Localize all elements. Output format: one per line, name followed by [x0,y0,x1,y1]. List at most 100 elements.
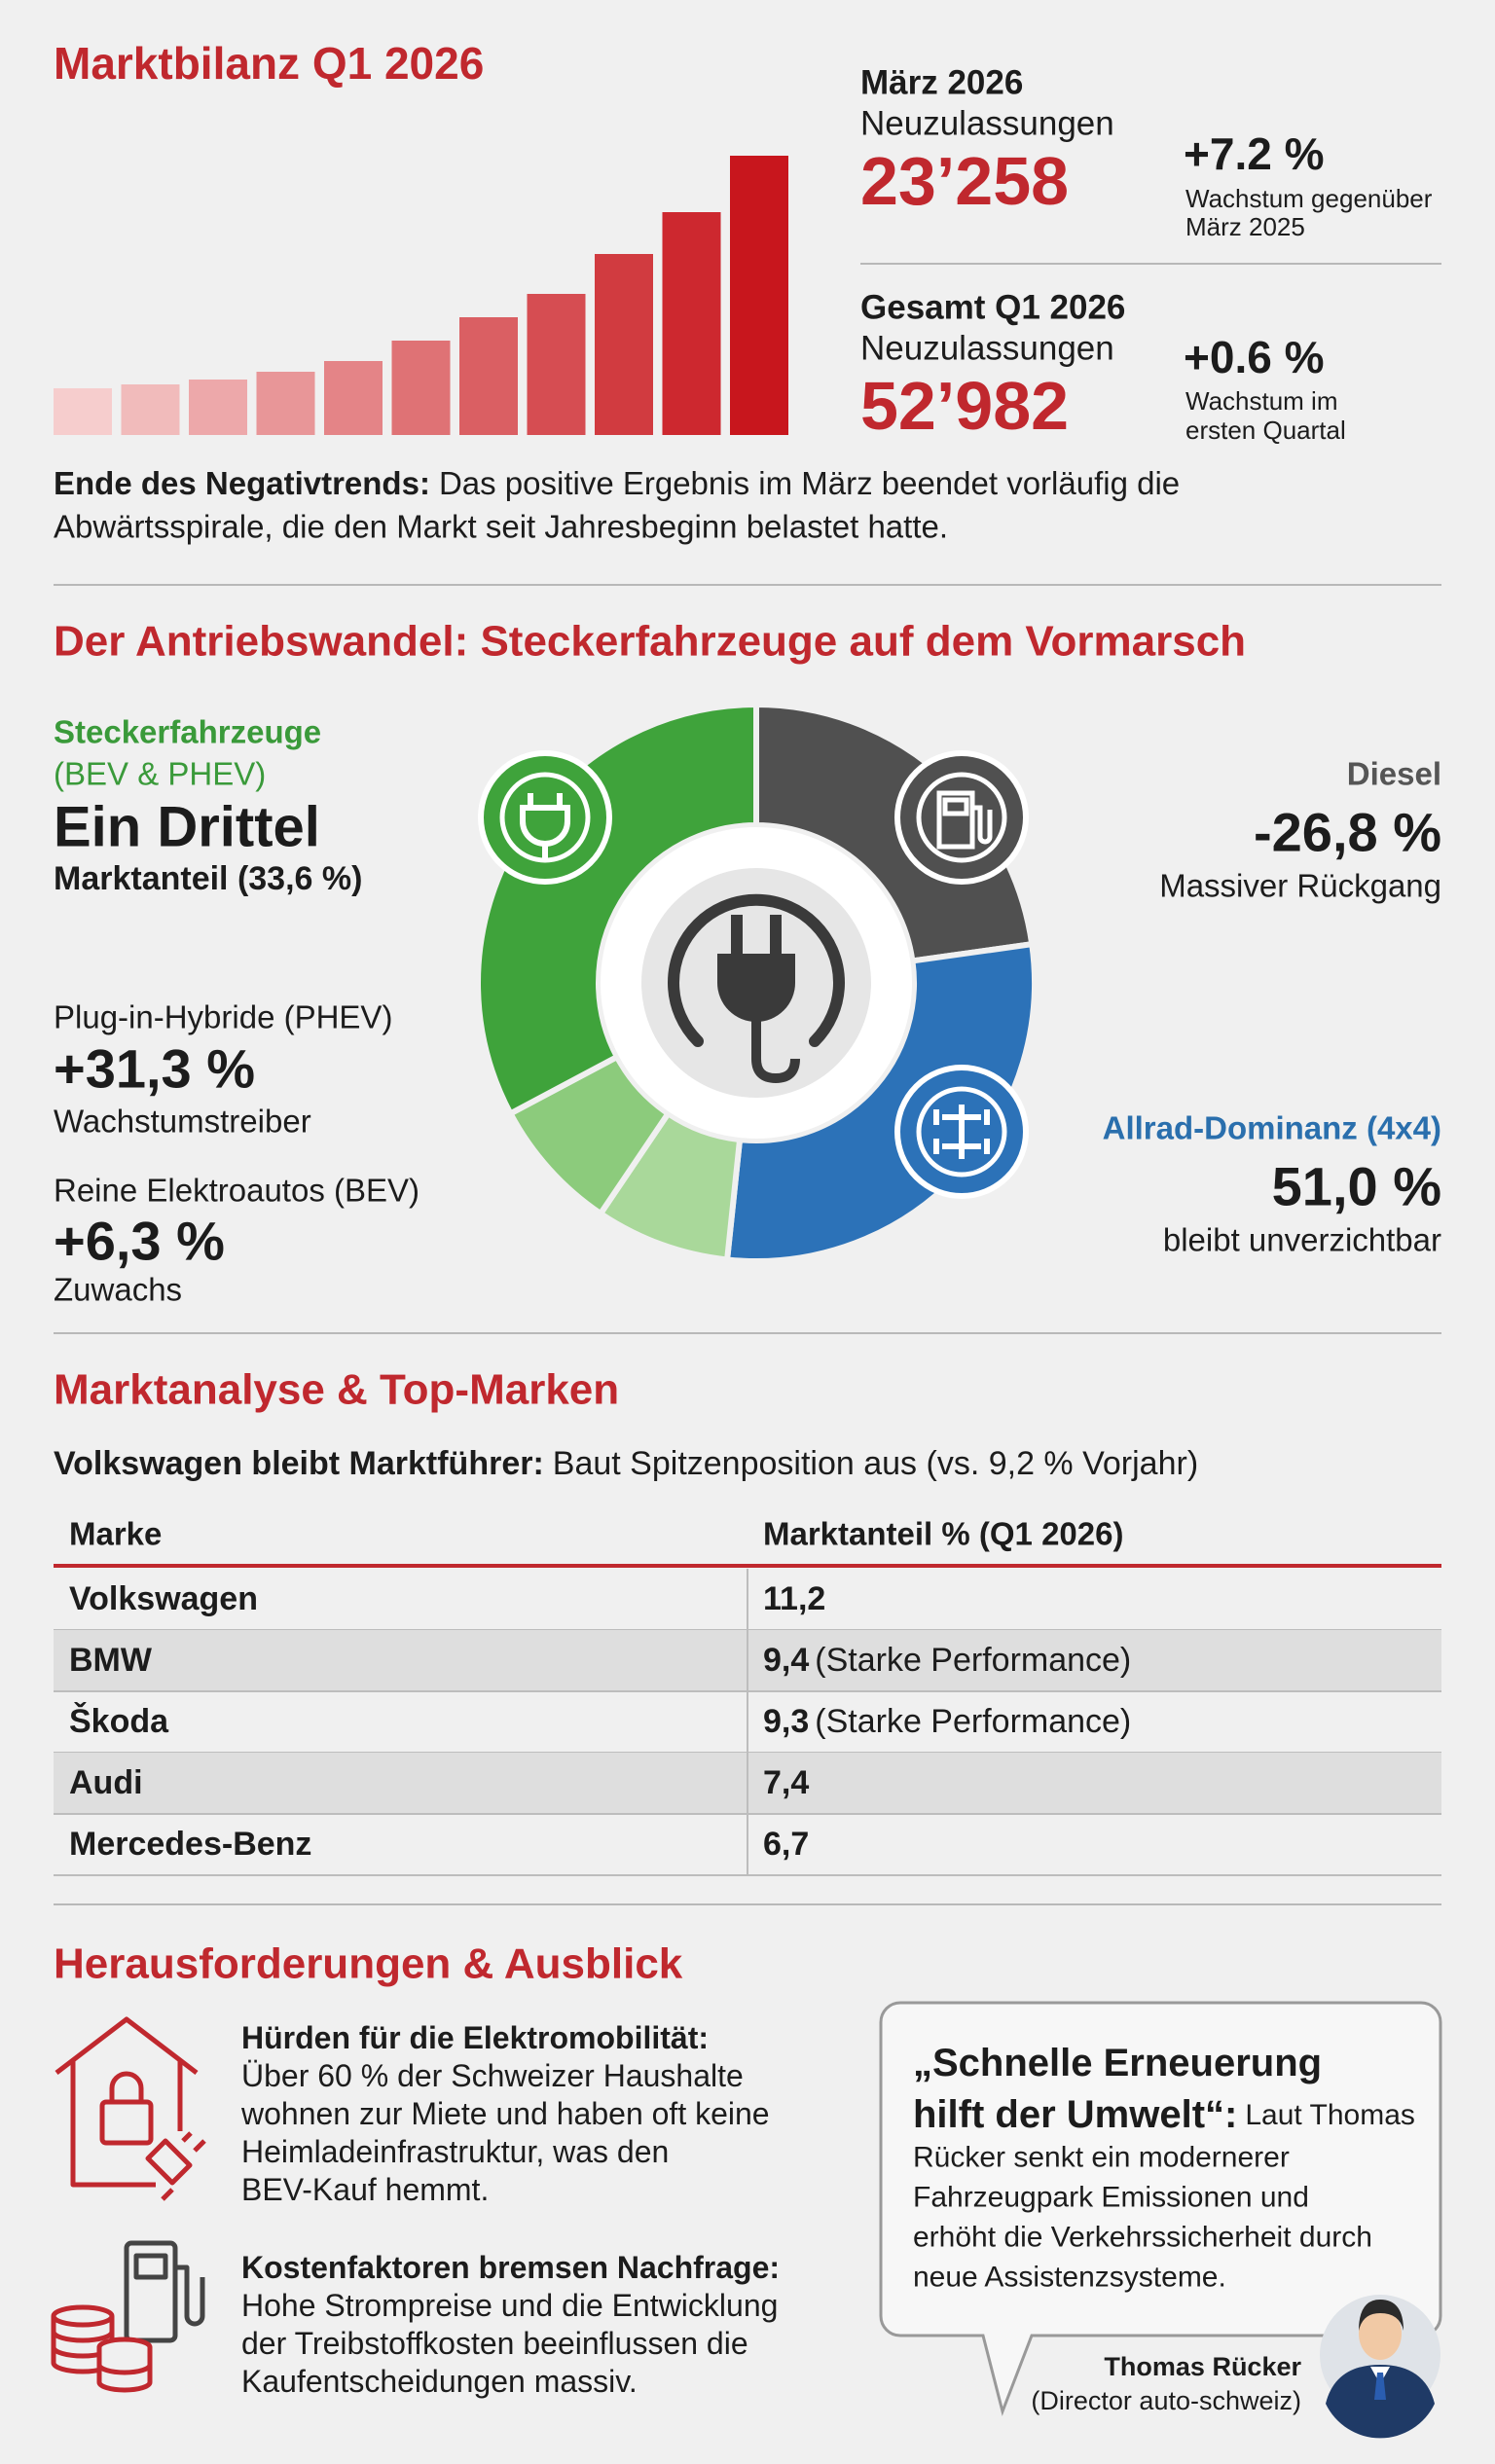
item-line: der Treibstoffkosten beeinflussen die [241,2326,748,2361]
item-line: Kaufentscheidungen massiv. [241,2364,638,2399]
quote-lead: „Schnelle Erneuerung [913,2042,1322,2084]
label: Plug-in-Hybride (PHEV) [54,999,392,1035]
plug [145,2131,206,2201]
cost-icon [51,2240,205,2393]
brand: Audi [69,1764,143,1801]
hub-ring [668,893,845,1047]
trend-bar [256,372,315,435]
trend-bar [391,341,451,435]
note: Massiver Rückgang [1159,868,1441,904]
trend-bar [189,380,247,435]
face [1359,2307,1402,2360]
section-title: Marktanalyse & Top-Marken [54,1366,619,1414]
item-line: Hohe Strompreise und die Entwicklung [241,2288,778,2323]
icon-ring [499,772,591,863]
value: +31,3 % [54,1038,255,1100]
cable [751,1020,800,1084]
share: 9,4 [763,1642,809,1679]
share: 6,7 [763,1826,809,1863]
subtitle: Volkswagen bleibt Marktführer: Baut Spitz… [54,1445,1198,1482]
donut [475,701,1038,1264]
note: ersten Quartal [1185,416,1346,445]
item-line: BEV-Kauf hemmt. [241,2172,489,2207]
share-cell: 6,7 [763,1826,809,1863]
table-header: Marke [69,1516,162,1552]
quote-text: erhöht die Verkehrssicherheit durch [913,2222,1372,2254]
share-cell: 11,2 [763,1580,825,1617]
quote-lead: hilft der Umwelt“: [913,2093,1237,2136]
outlook-items: Hürden für die Elektromobilität:Über 60 … [240,2020,780,2399]
trend-bars [54,156,788,435]
growth: +0.6 % [1184,332,1325,382]
brand: Škoda [69,1702,169,1740]
trend-bar [595,254,653,435]
label: Allrad-Dominanz (4x4) [1103,1110,1441,1146]
quote-text: Rücker senkt ein modernerer [913,2142,1290,2174]
note: bleibt unverzichtbar [1163,1222,1441,1258]
brand-table: Marke Marktanteil % (Q1 2026) Volkswagen 11… [54,1516,1441,1876]
house [55,2016,199,2188]
house-icon [55,2016,206,2201]
pump-hose [175,2265,205,2327]
share: 7,4 [763,1764,809,1801]
item-line: wohnen zur Miete und haben oft keine [240,2096,770,2131]
item-title: Hürden für die Elektromobilität: [241,2020,709,2055]
share: 11,2 [763,1580,825,1617]
sublabel: Neuzulassungen [860,105,1114,143]
author-role: (Director auto-schweiz) [1031,2386,1301,2415]
note: Wachstum gegenüber [1185,184,1433,213]
share-note: (Starke Performance) [815,1642,1131,1679]
label: Gesamt Q1 2026 [860,289,1125,327]
trend-bar [459,317,518,435]
growth: +7.2 % [1184,128,1325,179]
quote-text: Fahrzeugpark Emissionen und [913,2182,1309,2214]
icon-badge [894,750,1029,885]
section-title: Der Antriebswandel: Steckerfahrzeuge auf… [54,618,1246,666]
quote-line: hilft der Umwelt“: Laut Thomas [913,2093,1415,2136]
label: Diesel [1347,756,1441,792]
note: März 2025 [1185,212,1305,241]
share-cell: 9,4 (Starke Performance) [763,1642,1131,1679]
share-note: (Starke Performance) [815,1703,1131,1740]
value: Ein Drittel [54,796,320,859]
summary-line: Ende des Negativtrends: Das positive Erge… [54,465,1180,501]
sublabel: Neuzulassungen [860,330,1114,368]
text: Das positive Ergebnis im März beendet vo… [439,465,1180,501]
trend-bar [121,384,180,435]
hub-plug [717,954,795,1022]
table-header: Marktanteil % (Q1 2026) [763,1516,1123,1552]
icon-ring [916,772,1007,863]
label: Steckerfahrzeuge [54,714,321,750]
quote-bubble [879,2001,1442,2416]
plug-glyph [520,793,570,858]
fuel-glyph [936,790,993,850]
quote-text: Laut Thomas [1245,2099,1415,2131]
trend-bar [54,388,112,435]
prong [770,915,782,956]
title: Marktbilanz Q1 2026 [54,38,484,89]
icon-badge [478,750,612,885]
summary-line: Abwärtsspirale, die den Markt seit Jahre… [54,509,948,545]
brand: Volkswagen [69,1580,258,1617]
pump [124,2240,178,2343]
quote-text: neue Assistenzsysteme. [913,2262,1226,2294]
share: 9,3 [763,1703,809,1740]
trend-bar [324,361,383,435]
item-line: Über 60 % der Schweizer Haushalte [241,2058,744,2093]
tie [1374,2373,1386,2400]
brand: Mercedes-Benz [69,1826,311,1863]
share-cell: 9,3 (Starke Performance) [763,1703,1131,1740]
label: Reine Elektroautos (BEV) [54,1173,419,1209]
pump-display [133,2253,168,2280]
prong [731,915,743,956]
note: Zuwachs [54,1272,182,1308]
item-title: Kostenfaktoren bremsen Nachfrage: [241,2250,780,2285]
author: Thomas Rücker [1104,2352,1301,2381]
brand: BMW [69,1642,153,1679]
value: 23’258 [860,143,1069,219]
lead: Volkswagen bleibt Marktführer: [54,1445,544,1482]
share-cell: 7,4 [763,1764,809,1801]
